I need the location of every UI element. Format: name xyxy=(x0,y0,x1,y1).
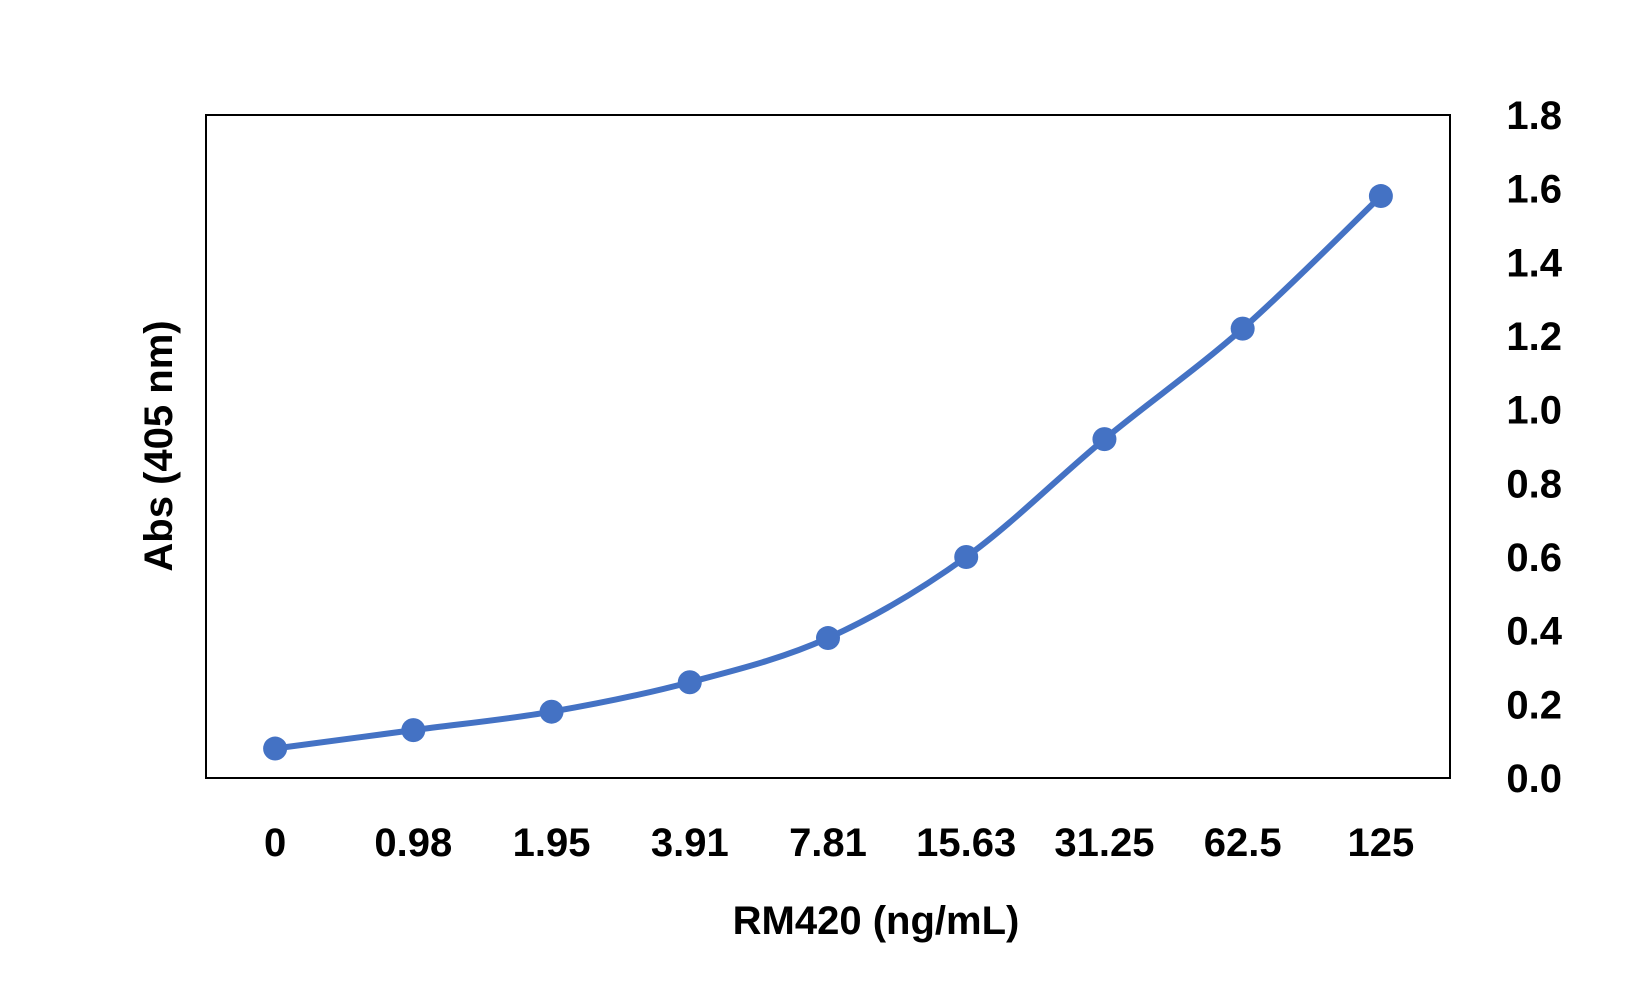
x-tick-label: 3.91 xyxy=(651,821,729,865)
data-point xyxy=(677,670,702,695)
x-axis-tick-labels: 0 0.98 1.95 3.91 7.81 15.63 31.25 62.5 125 xyxy=(264,821,1414,865)
y-tick-label: 0.0 xyxy=(1506,757,1562,801)
x-tick-label: 0 xyxy=(264,821,286,865)
y-tick-label: 1.2 xyxy=(1506,315,1562,359)
y-axis-title: Abs (405 nm) xyxy=(137,320,181,571)
y-tick-label: 0.8 xyxy=(1506,462,1562,506)
y-axis-tick-labels: 0.0 0.2 0.4 0.6 0.8 1.0 1.2 1.4 1.6 1.8 xyxy=(1506,94,1562,801)
x-tick-label: 7.81 xyxy=(789,821,867,865)
x-tick-label: 15.63 xyxy=(916,821,1016,865)
data-point xyxy=(816,626,840,651)
y-tick-label: 0.6 xyxy=(1506,536,1562,580)
x-tick-label: 125 xyxy=(1348,821,1415,865)
x-tick-label: 31.25 xyxy=(1054,821,1154,865)
series-markers xyxy=(263,184,1393,761)
x-axis-title: RM420 (ng/mL) xyxy=(733,899,1020,943)
series-line xyxy=(272,193,1384,752)
y-tick-label: 0.4 xyxy=(1506,610,1562,654)
y-tick-label: 1.6 xyxy=(1506,168,1562,212)
y-tick-label: 1.0 xyxy=(1506,389,1562,433)
data-point xyxy=(1368,184,1393,209)
data-point xyxy=(263,736,288,761)
data-point xyxy=(1092,427,1117,452)
y-tick-label: 1.8 xyxy=(1506,94,1562,138)
x-tick-label: 1.95 xyxy=(513,821,591,865)
x-tick-label: 0.98 xyxy=(374,821,452,865)
y-tick-label: 1.4 xyxy=(1506,241,1562,285)
data-point xyxy=(1230,316,1255,341)
data-point xyxy=(539,699,564,724)
data-point xyxy=(954,545,979,569)
data-point xyxy=(401,718,426,743)
x-tick-label: 62.5 xyxy=(1204,821,1282,865)
plot-area-frame xyxy=(205,114,1451,779)
y-tick-label: 0.2 xyxy=(1506,683,1562,727)
